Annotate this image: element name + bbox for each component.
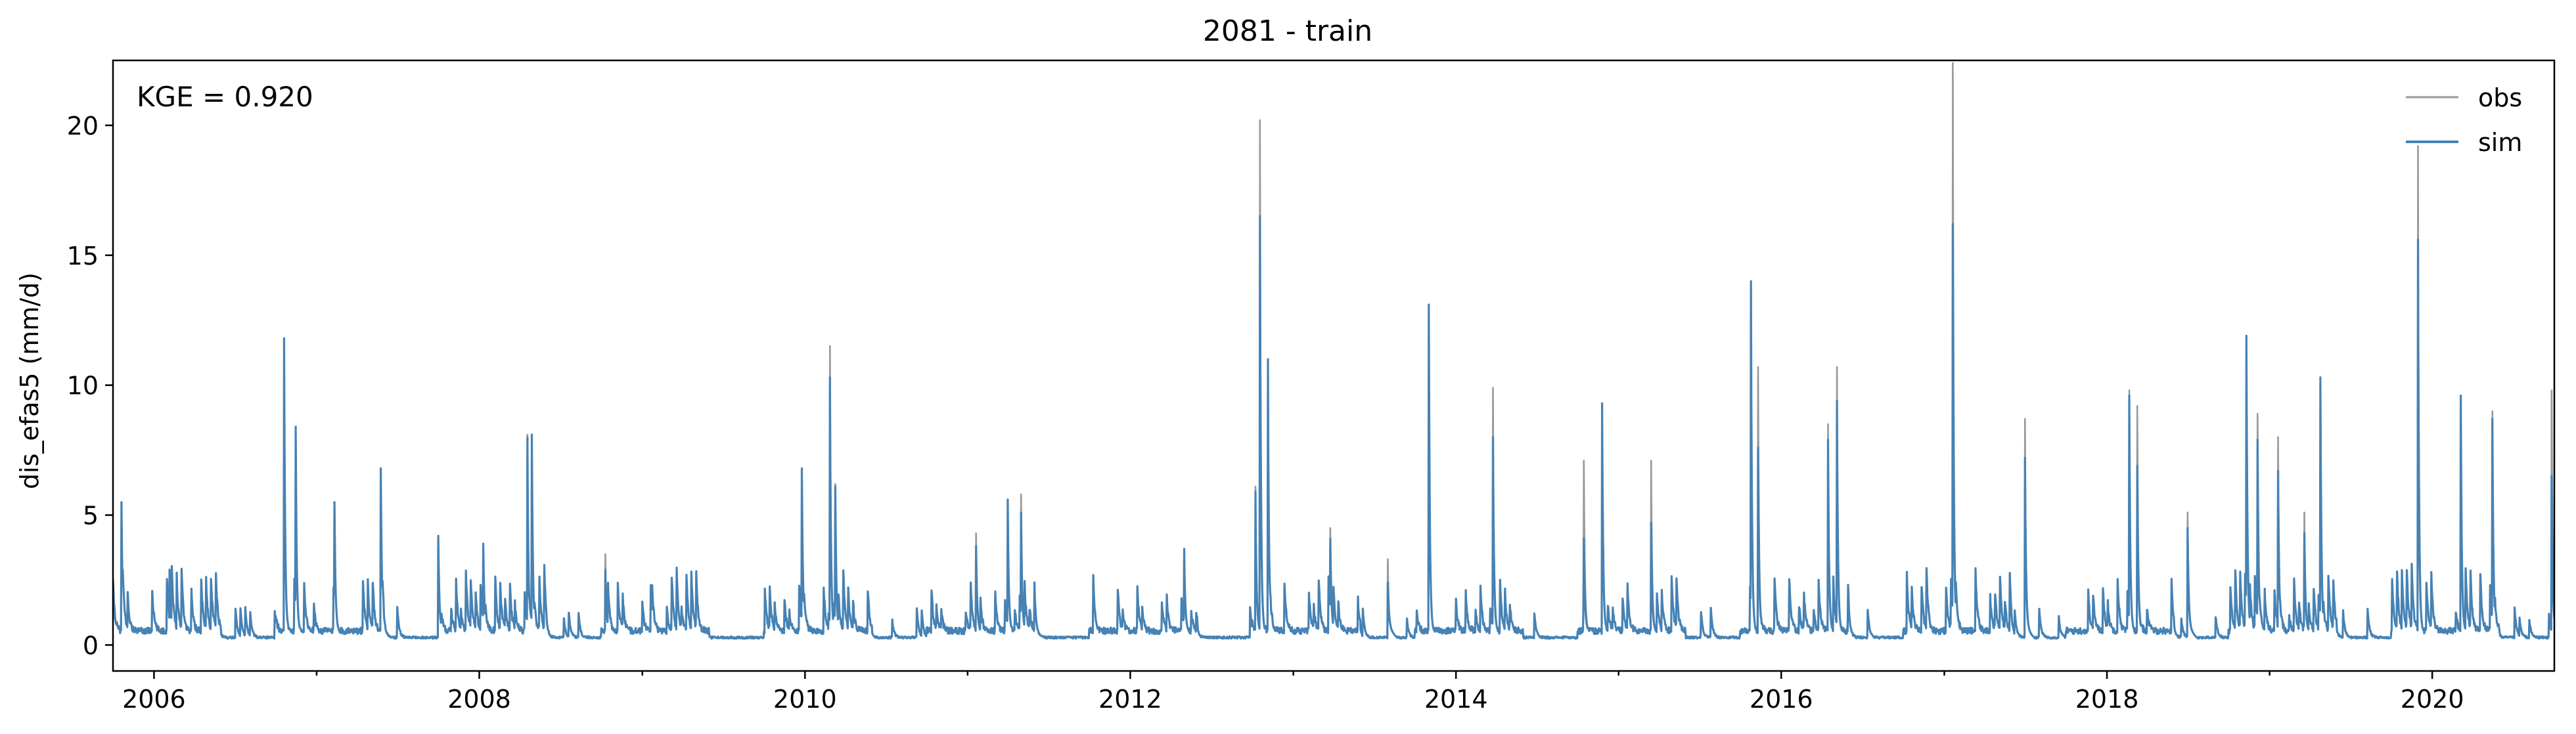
legend-label-sim: sim <box>2478 128 2522 157</box>
y-tick-label: 15 <box>67 242 99 270</box>
x-tick-label: 2006 <box>122 685 186 714</box>
plot-frame <box>112 59 2556 672</box>
x-tick-label: 2020 <box>2401 685 2464 714</box>
y-tick-label: 20 <box>67 112 99 140</box>
legend-label-obs: obs <box>2478 83 2522 112</box>
series-layer <box>113 62 2554 640</box>
x-tick-label: 2008 <box>447 685 511 714</box>
x-tick-label: 2018 <box>2075 685 2139 714</box>
y-tick-label: 0 <box>83 631 99 660</box>
chart-title: 2081 - train <box>1203 14 1372 48</box>
axes-layer: 0 5 10 15 20 2006 2008 2010 2012 2014 2016 2018 2020 <box>67 59 2556 714</box>
kge-annotation: KGE = 0.920 <box>137 81 313 113</box>
x-tick-label: 2010 <box>773 685 837 714</box>
y-axis-label: dis_efas5 (mm/d) <box>15 272 44 489</box>
y-tick-label: 5 <box>83 502 99 530</box>
y-tick-label: 10 <box>67 372 99 400</box>
legend: obs sim <box>2406 83 2522 157</box>
x-tick-label: 2012 <box>1098 685 1162 714</box>
series-line-sim <box>113 215 2554 640</box>
x-tick-label: 2014 <box>1424 685 1488 714</box>
x-tick-label: 2016 <box>1750 685 1813 714</box>
